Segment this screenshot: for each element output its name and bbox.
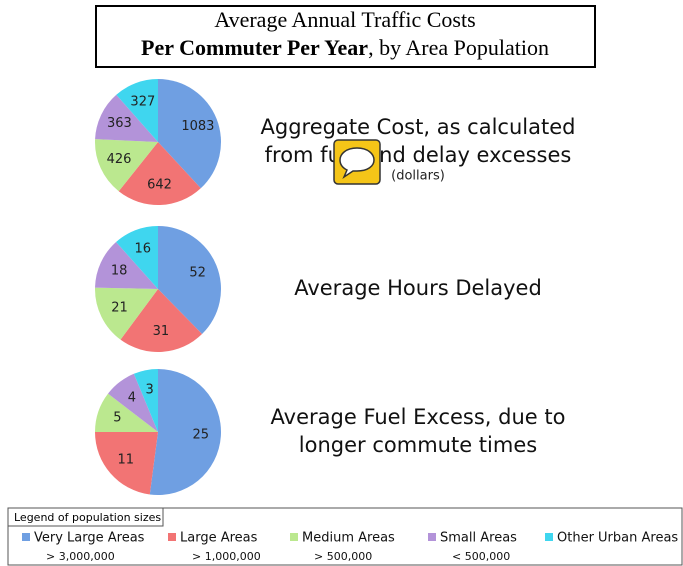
value-label: 18 xyxy=(111,264,128,279)
pie-slice xyxy=(95,393,158,432)
legend-label: Large Areas xyxy=(180,531,258,546)
value-label: 11 xyxy=(118,453,135,468)
legend-swatch xyxy=(545,533,553,541)
pie-slice xyxy=(118,142,201,206)
pie-slice xyxy=(116,79,158,142)
value-label: 3 xyxy=(146,382,154,397)
legend-swatch xyxy=(428,533,436,541)
legend-title: Legend of population sizes xyxy=(14,511,161,524)
chart-title: Aggregate Cost, as calculated xyxy=(261,115,576,139)
pie-slice xyxy=(95,94,158,142)
title-box xyxy=(95,5,596,68)
pie-slice xyxy=(133,369,158,432)
chart-title: longer commute times xyxy=(299,433,537,457)
subtitle-bold: Per Commuter Per Year xyxy=(141,35,368,60)
pie-slice xyxy=(95,287,158,340)
pie-slice xyxy=(158,79,222,189)
value-label: 16 xyxy=(134,241,151,256)
legend-title-box xyxy=(7,507,164,527)
legend-swatch xyxy=(290,533,298,541)
legend-swatch xyxy=(168,533,176,541)
value-label: 1083 xyxy=(181,119,214,134)
legend-swatch xyxy=(22,533,30,541)
legend-note: < 500,000 xyxy=(452,550,510,563)
legend-note: > 500,000 xyxy=(314,550,372,563)
pie-slice xyxy=(116,226,158,289)
value-label: 642 xyxy=(147,177,172,192)
value-label: 5 xyxy=(113,411,121,426)
pie-slice xyxy=(120,289,203,352)
legend-note: > 3,000,000 xyxy=(46,550,115,563)
pie-slice xyxy=(95,139,158,192)
value-label: 25 xyxy=(192,427,209,442)
value-label: 52 xyxy=(189,265,206,280)
value-label: 21 xyxy=(111,300,128,315)
value-label: 4 xyxy=(128,391,136,406)
value-label: 327 xyxy=(130,94,155,109)
page-title: Average Annual Traffic Costs xyxy=(214,7,475,32)
legend-label: Other Urban Areas xyxy=(557,531,678,546)
value-label: 31 xyxy=(153,324,170,339)
value-label: 363 xyxy=(107,116,132,131)
chart-title: from fuel and delay excesses xyxy=(265,143,572,167)
chart-subtitle: (dollars) xyxy=(391,169,445,184)
legend-label: Very Large Areas xyxy=(34,531,145,546)
chart-title: Average Fuel Excess, due to xyxy=(271,405,566,429)
pie-slice xyxy=(158,226,222,335)
chart-title: Average Hours Delayed xyxy=(294,276,542,300)
pie-slice xyxy=(95,241,158,289)
pie-slice xyxy=(108,373,158,432)
pie-slice xyxy=(149,369,222,496)
legend-label: Small Areas xyxy=(440,531,517,546)
comment-bubble xyxy=(339,147,375,180)
value-label: 426 xyxy=(107,152,132,167)
legend-label: Medium Areas xyxy=(302,531,395,546)
page-subtitle: Per Commuter Per Year, by Area Populatio… xyxy=(141,35,549,60)
legend-note: > 1,000,000 xyxy=(192,550,261,563)
pie-slice xyxy=(95,432,158,495)
subtitle-rest: , by Area Population xyxy=(368,35,549,60)
